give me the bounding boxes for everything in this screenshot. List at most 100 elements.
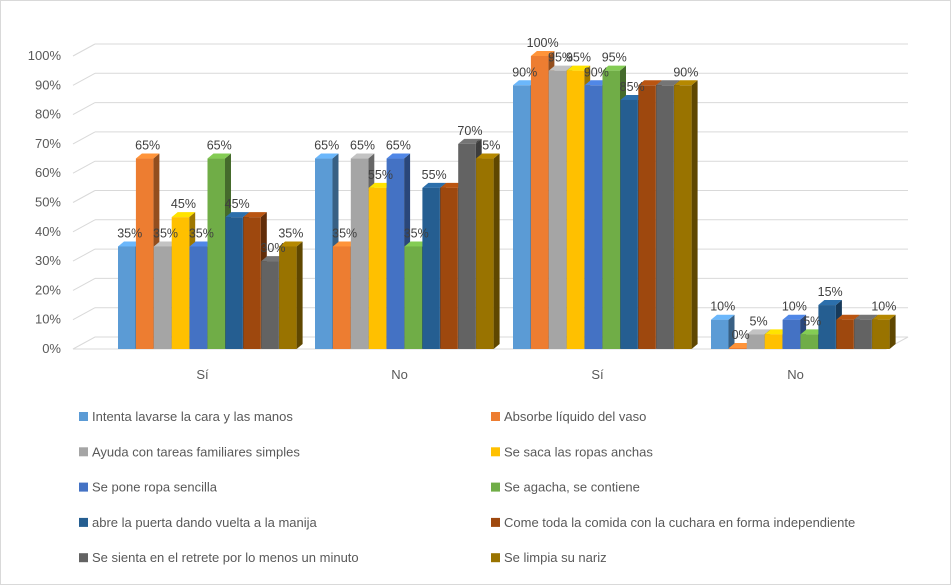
y-tick-label: 50% <box>35 195 61 210</box>
bar-front <box>530 56 549 349</box>
bar-side <box>691 80 698 350</box>
bar-front <box>674 85 692 350</box>
data-label: 15% <box>818 285 843 299</box>
data-label: 65% <box>350 139 375 153</box>
legend-item: Come toda la comida con la cuchara en fo… <box>491 515 855 530</box>
x-tick-label: No <box>787 367 804 382</box>
legend-label: Intenta lavarse la cara y las manos <box>92 409 293 424</box>
bar-side <box>493 153 500 349</box>
bar <box>279 241 303 349</box>
bar-front <box>584 85 603 350</box>
legend-label: Se pone ropa sencilla <box>92 480 218 495</box>
x-tick-label: Sí <box>196 367 209 382</box>
y-tick-label: 90% <box>35 77 61 92</box>
bar-top <box>458 138 482 144</box>
data-label: 65% <box>475 139 500 153</box>
legend-label: Se saca las ropas anchas <box>504 444 653 459</box>
bar-front <box>764 334 783 349</box>
bar-top <box>656 80 680 86</box>
bar-top <box>315 153 339 159</box>
data-label: 5% <box>750 314 768 328</box>
bar-front <box>620 99 638 349</box>
data-label: 10% <box>871 300 896 314</box>
legend-item: Se pone ropa sencilla <box>79 480 218 495</box>
bar-top <box>566 65 591 71</box>
legend-swatch <box>79 517 88 527</box>
legend-item: abre la puerta dando vuelta a la manija <box>79 515 318 530</box>
gridline-side <box>72 160 96 174</box>
bar-front <box>332 246 351 349</box>
bar-top <box>171 212 196 218</box>
bar-front <box>782 319 801 349</box>
bar-front <box>189 246 208 349</box>
bar-front <box>711 319 729 349</box>
data-label: 95% <box>566 51 591 65</box>
bar-side <box>728 314 735 349</box>
bar-front <box>746 334 765 349</box>
bar-top <box>530 51 555 56</box>
bar-top <box>189 241 214 247</box>
data-label: 95% <box>548 51 573 65</box>
bars <box>118 51 896 350</box>
legend-label: Absorbe líquido del vaso <box>504 409 646 424</box>
bar-front <box>422 187 440 349</box>
bar-top <box>225 212 249 218</box>
bar-front <box>315 158 333 349</box>
x-axis-ticks: Sí No Sí No <box>196 367 803 382</box>
data-label: 95% <box>602 51 627 65</box>
bar <box>476 153 500 349</box>
bar-top <box>207 153 231 159</box>
data-label: 90% <box>512 65 537 79</box>
bar-top <box>153 241 178 247</box>
bar-top <box>440 182 464 188</box>
legend-item: Se limpia su nariz <box>491 550 607 565</box>
bar-front <box>118 246 136 349</box>
bar-side <box>296 241 303 349</box>
bar-front <box>440 187 458 349</box>
y-tick-label: 100% <box>28 48 62 63</box>
legend-label: Se agacha, se contiene <box>504 480 640 495</box>
bar-front <box>476 158 494 349</box>
legend-swatch <box>79 412 88 421</box>
data-label: 65% <box>386 139 411 153</box>
data-label: 90% <box>584 65 609 79</box>
y-axis-ticks: 0% 10% 20% 30% 40% 50% 60% 70% 80% 90% 100% <box>28 48 62 356</box>
y-tick-label: 40% <box>35 224 61 239</box>
bar-front <box>386 158 405 349</box>
gridline-side <box>72 219 96 233</box>
bar-front <box>350 158 369 349</box>
data-label: 35% <box>153 226 178 240</box>
legend-swatch <box>79 553 88 563</box>
y-tick-label: 0% <box>42 341 61 356</box>
bar-front <box>548 70 567 350</box>
gridline-side <box>72 102 96 116</box>
data-label: 35% <box>404 226 429 240</box>
bar-top <box>746 329 771 335</box>
bar <box>674 80 698 350</box>
legend-swatch <box>79 482 88 492</box>
data-label: 85% <box>620 80 645 94</box>
bar-top <box>620 94 644 100</box>
bar-front <box>638 85 656 350</box>
data-label: 35% <box>117 226 142 240</box>
bar-top <box>854 314 878 320</box>
data-label: 70% <box>457 124 482 138</box>
bar-top <box>261 256 285 262</box>
gridline-side <box>72 190 96 203</box>
bar-front <box>818 305 836 349</box>
y-tick-label: 20% <box>35 282 61 297</box>
bar-top <box>350 153 375 159</box>
bar-top <box>332 241 357 247</box>
bar-front <box>458 143 476 349</box>
bar-front <box>171 217 190 349</box>
data-label: 55% <box>368 168 393 182</box>
legend-label: Se limpia su nariz <box>504 550 607 565</box>
bar-top <box>711 314 735 320</box>
bar-top <box>602 65 626 71</box>
data-label: 45% <box>171 197 196 211</box>
bar-front <box>728 348 747 349</box>
bar-top <box>118 241 142 247</box>
bar-top <box>243 212 267 218</box>
y-tick-label: 30% <box>35 253 61 268</box>
